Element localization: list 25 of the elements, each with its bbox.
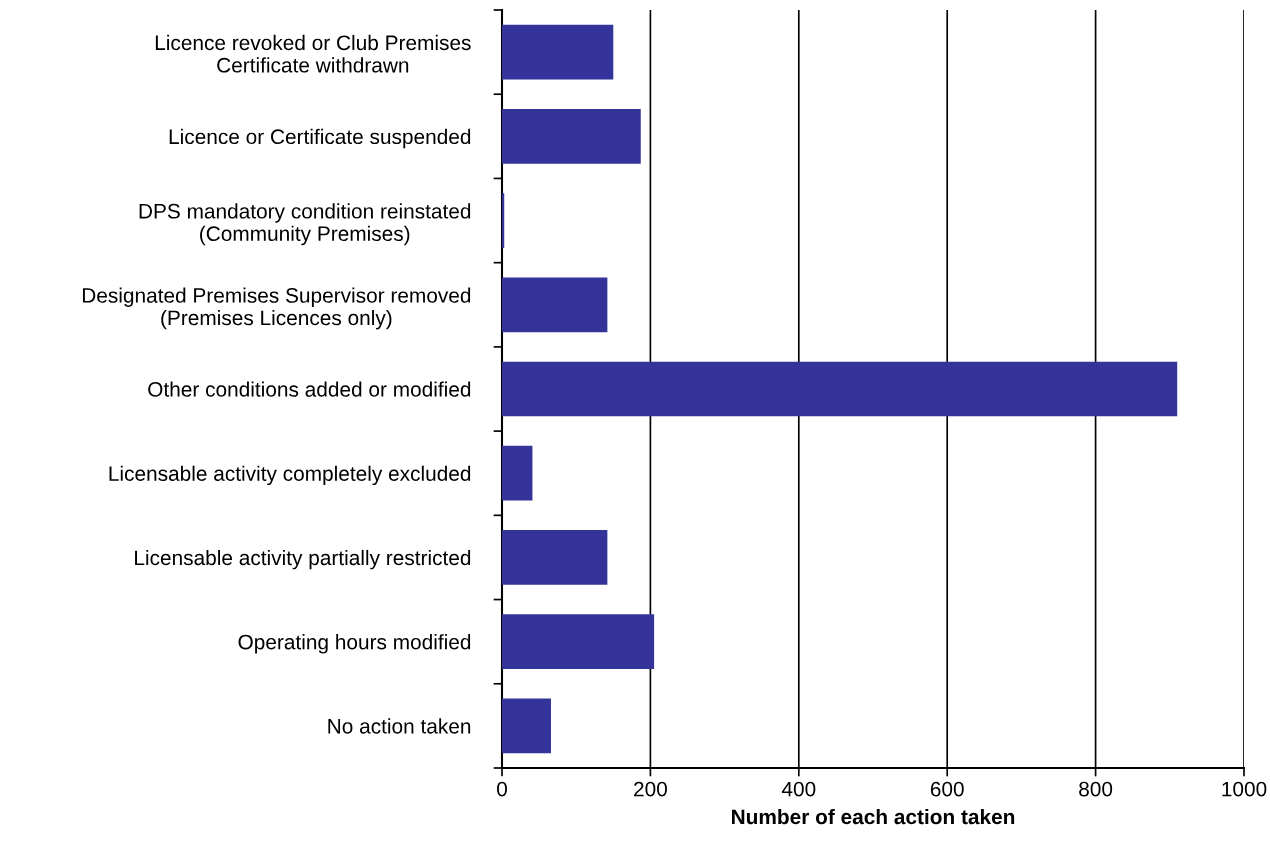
bar [502, 193, 505, 248]
x-tick-label: 600 [930, 781, 964, 797]
bar [502, 530, 608, 585]
bar [502, 24, 614, 80]
x-tick-label: 0 [497, 781, 507, 797]
y-tick-label: Designated Premises Supervisor removed (Premises Licences only) [82, 287, 471, 330]
bar [502, 698, 551, 754]
bar [502, 614, 655, 670]
y-tick-label: DPS mandatory condition reinstated (Community Premises) [139, 203, 471, 246]
y-tick-label: Licensable activity partially restricted [135, 549, 471, 570]
x-axis-title: Number of each action taken [732, 808, 1015, 825]
x-tick-label: 1000 [1222, 781, 1267, 797]
x-tick-label: 200 [634, 781, 667, 797]
y-tick-label: Licensable activity completely excluded [109, 465, 471, 486]
y-tick-label: Licence revoked or Club Premises Certificate withdrawn [155, 34, 471, 73]
bar [502, 361, 1178, 417]
x-tick-label: 800 [1079, 781, 1113, 797]
y-tick-label: No action taken [328, 718, 471, 734]
x-tick-label: 400 [781, 781, 816, 797]
bar [502, 108, 641, 164]
y-tick-label: Other conditions added or modified [148, 381, 471, 397]
bar [502, 445, 533, 501]
y-tick-label: Licence or Certificate suspended [169, 128, 471, 149]
bar [502, 277, 608, 333]
y-tick-label: Operating hours modified [238, 634, 471, 654]
